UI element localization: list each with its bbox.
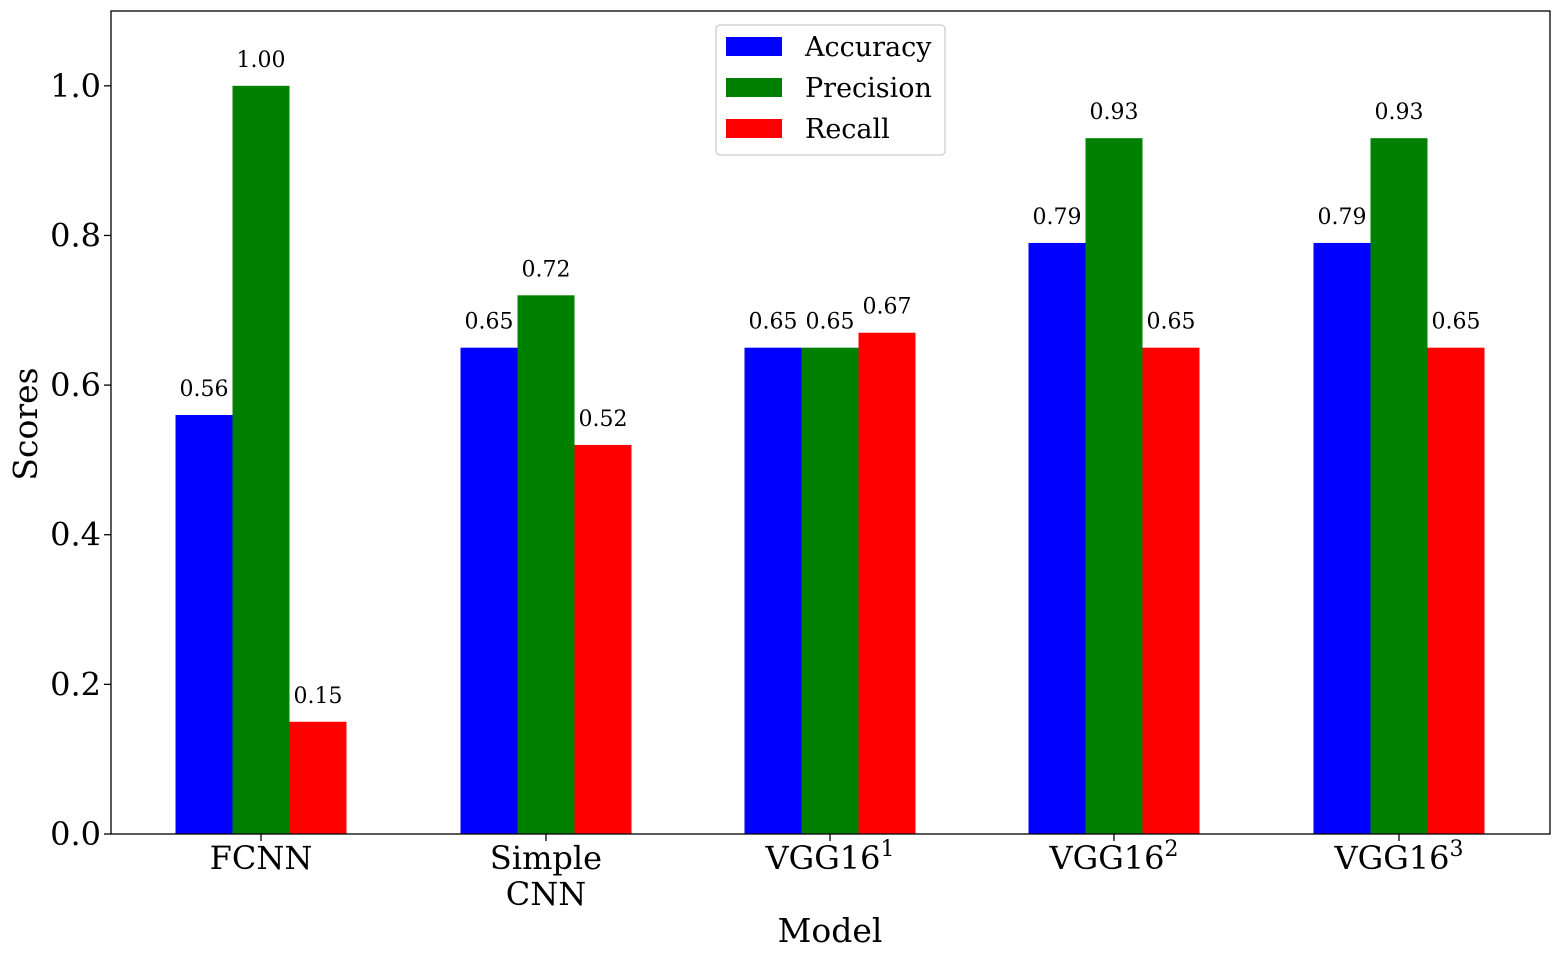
value-label-recall-2: 0.67 — [863, 295, 912, 320]
bar-recall-1 — [574, 444, 632, 834]
value-label-accuracy-3: 0.79 — [1033, 205, 1082, 230]
legend-label-precision: Precision — [805, 73, 932, 104]
x-tick-label-2: VGG161 — [765, 837, 895, 877]
bar-recall-4 — [1427, 347, 1485, 834]
x-tick-label-line: CNN — [506, 875, 586, 913]
value-labels-layer: 0.56 1.00 0.15 0.65 0.72 0.52 0.65 0.65 0.67 0.79… — [180, 48, 1481, 709]
bar-recall-3 — [1142, 347, 1200, 834]
bar-precision-1 — [517, 295, 575, 834]
legend-swatch-recall — [726, 119, 782, 138]
bar-recall-2 — [858, 332, 916, 834]
legend-swatch-precision — [726, 78, 782, 97]
legend-label-accuracy: Accuracy — [804, 32, 932, 63]
x-tick-label-base: VGG16 — [1334, 839, 1450, 877]
y-tick-label: 0.4 — [50, 516, 101, 554]
x-tick-label-1: Simple CNN — [490, 839, 602, 913]
value-label-accuracy-4: 0.79 — [1318, 205, 1367, 230]
bar-precision-0 — [232, 85, 290, 835]
value-label-precision-2: 0.65 — [806, 310, 855, 335]
bars-layer — [175, 85, 1485, 835]
value-label-precision-3: 0.93 — [1090, 100, 1139, 125]
x-tick-label-base: VGG16 — [1049, 839, 1165, 877]
x-tick-label-superscript: 1 — [880, 837, 894, 862]
bar-accuracy-3 — [1028, 242, 1086, 834]
y-tick-label: 0.6 — [50, 366, 101, 404]
value-label-precision-1: 0.72 — [522, 257, 571, 282]
x-tick-label-superscript: 3 — [1449, 837, 1463, 862]
bar-accuracy-2 — [744, 347, 802, 834]
bar-accuracy-1 — [460, 347, 518, 834]
x-tick-label-3: VGG162 — [1049, 837, 1179, 877]
y-axis-title: Scores — [6, 367, 45, 480]
bar-precision-3 — [1085, 138, 1143, 834]
legend-label-recall: Recall — [805, 114, 890, 145]
x-tick-label-line: Simple — [490, 839, 602, 877]
x-tick-label-superscript: 2 — [1164, 837, 1178, 862]
legend: Accuracy Precision Recall — [715, 24, 946, 156]
y-tick-label: 0.8 — [50, 216, 101, 254]
value-label-accuracy-2: 0.65 — [749, 310, 798, 335]
bar-accuracy-4 — [1313, 242, 1371, 834]
bar-accuracy-0 — [175, 415, 233, 834]
x-tick-label-0: FCNN — [210, 839, 313, 877]
bar-precision-4 — [1370, 138, 1428, 834]
bar-precision-2 — [801, 347, 859, 834]
value-label-accuracy-1: 0.65 — [465, 310, 514, 335]
value-label-recall-3: 0.65 — [1147, 310, 1196, 335]
y-tick-label: 0.2 — [50, 665, 101, 703]
legend-swatch-accuracy — [726, 37, 782, 56]
x-axis-title: Model — [778, 911, 883, 950]
value-label-recall-1: 0.52 — [579, 407, 628, 432]
y-axis: 0.0 0.2 0.4 0.6 0.8 1.0 — [50, 67, 111, 853]
x-tick-label-base: VGG16 — [765, 839, 881, 877]
y-tick-label: 1.0 — [50, 67, 101, 105]
y-tick-label: 0.0 — [50, 815, 101, 853]
value-label-recall-4: 0.65 — [1432, 310, 1481, 335]
x-tick-label-4: VGG163 — [1334, 837, 1464, 877]
bar-recall-0 — [289, 721, 347, 834]
value-label-precision-0: 1.00 — [237, 48, 286, 73]
value-label-precision-4: 0.93 — [1375, 100, 1424, 125]
value-label-accuracy-0: 0.56 — [180, 377, 229, 402]
value-label-recall-0: 0.15 — [294, 684, 343, 709]
